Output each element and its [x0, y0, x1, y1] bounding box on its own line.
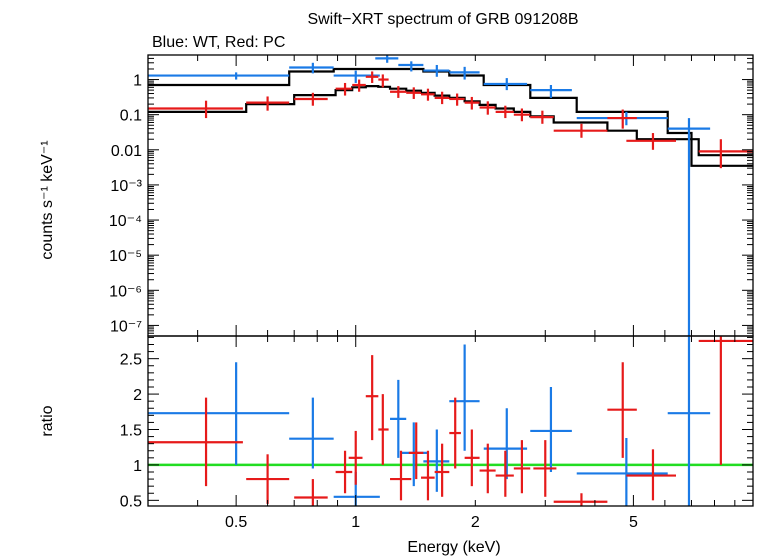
wt-data-point-0 — [148, 72, 290, 80]
pc-data-point-10 — [434, 443, 450, 497]
wt-data-point-5 — [423, 64, 450, 77]
wt-data-point-1 — [289, 62, 334, 74]
wt-data-point-8 — [530, 84, 572, 98]
pc-data-point-14 — [495, 105, 514, 119]
wt-data-point-4 — [398, 61, 424, 72]
pc-data-point-15 — [513, 108, 531, 122]
y-tick-label: 10⁻⁵ — [109, 248, 142, 265]
pc-data-point-9 — [421, 88, 435, 101]
pc-data-point-13 — [479, 101, 496, 115]
pc-data-point-17 — [553, 123, 608, 138]
wt-data-point-3 — [390, 379, 407, 458]
pc-data-point-20 — [698, 336, 753, 465]
wt-data-point-0 — [148, 362, 290, 465]
pc-data-point-16 — [533, 440, 557, 497]
pc-data-point-5 — [365, 355, 379, 441]
pc-data-point-16 — [530, 110, 554, 124]
pc-data-point-0 — [148, 397, 243, 487]
pc-data-point-9 — [421, 450, 435, 501]
pc-data-point-11 — [449, 397, 461, 469]
y-tick-label: 0.01 — [111, 143, 142, 160]
pc-data-point-1 — [246, 96, 290, 111]
pc-data-point-19 — [626, 449, 677, 501]
x-tick-label: 5 — [629, 514, 638, 531]
pc-data-point-3 — [335, 450, 353, 494]
y-tick-label: 0.1 — [120, 108, 142, 125]
y-tick-label: 2 — [133, 387, 142, 404]
pc-data-point-15 — [513, 440, 531, 494]
pc-data-point-17 — [553, 493, 608, 506]
pc-data-point-20 — [698, 139, 753, 169]
pc-data-point-8 — [408, 422, 424, 480]
chart-title: Swift−XRT spectrum of GRB 091208B — [307, 11, 578, 28]
y-tick-label: 10⁻⁷ — [110, 318, 142, 335]
chart-subtitle: Blue: WT, Red: PC — [152, 34, 285, 51]
y-tick-label: 1 — [133, 458, 142, 475]
x-axis-label: Energy (keV) — [407, 539, 500, 556]
pc-data-point-2 — [294, 479, 328, 506]
pc-data-point-8 — [406, 87, 422, 99]
y-tick-label: 1 — [133, 73, 142, 90]
pc-data-point-3 — [335, 82, 353, 96]
pc-data-point-12 — [464, 96, 480, 110]
pc-data-point-4 — [352, 79, 366, 92]
x-tick-label: 2 — [471, 514, 480, 531]
pc-data-point-19 — [626, 133, 677, 150]
wt-data-point-8 — [530, 387, 572, 472]
pc-data-point-10 — [434, 91, 450, 105]
pc-data-point-4 — [348, 430, 363, 485]
wt-data-point-7 — [483, 78, 528, 91]
pc-data-point-12 — [464, 429, 480, 487]
pc-data-point-14 — [495, 450, 514, 497]
y-tick-label: 1.5 — [120, 423, 142, 440]
wt-data-point-10 — [667, 336, 711, 506]
pc-data-point-7 — [390, 86, 407, 98]
pc-data-point-6 — [378, 74, 389, 88]
x-tick-label: 0.5 — [225, 514, 247, 531]
model-step-line-wt — [148, 67, 753, 167]
wt-data-point-7 — [483, 408, 528, 480]
pc-data-point-18 — [607, 362, 637, 458]
y-tick-label: 10⁻⁶ — [109, 283, 142, 300]
ratio-y-axis-label: ratio — [39, 405, 56, 436]
pc-data-point-13 — [479, 443, 496, 494]
pc-data-point-6 — [378, 394, 389, 465]
wt-data-point-6 — [449, 66, 480, 80]
pc-data-point-18 — [607, 109, 637, 129]
pc-data-point-0 — [148, 100, 243, 119]
pc-data-point-2 — [294, 92, 328, 106]
y-tick-label: 2.5 — [120, 352, 142, 369]
pc-data-point-7 — [390, 450, 412, 501]
y-tick-label: 0.5 — [120, 493, 142, 510]
y-tick-label: 10⁻³ — [110, 178, 142, 195]
y-tick-label: 10⁻⁴ — [109, 213, 142, 230]
wt-data-point-3 — [375, 55, 399, 63]
pc-data-point-5 — [365, 71, 379, 83]
panel-frame — [147, 335, 754, 507]
x-tick-label: 1 — [351, 514, 360, 531]
wt-data-point-10 — [667, 118, 711, 336]
pc-data-point-11 — [449, 93, 465, 106]
spectrum-y-axis-label: counts s⁻¹ keV⁻¹ — [39, 140, 56, 259]
pc-data-point-1 — [246, 454, 290, 504]
wt-data-point-1 — [289, 397, 334, 469]
ratio-panel: 0.5 1 1.5 2 2.5 0.5 1 2 5 — [120, 335, 754, 531]
